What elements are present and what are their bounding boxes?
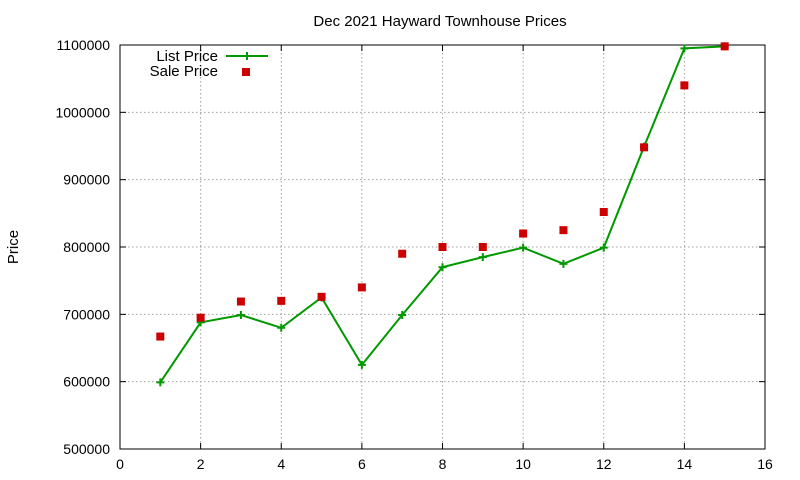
list-price-point <box>438 263 447 272</box>
y-tick-label: 800000 <box>63 239 110 255</box>
sale-price-point <box>277 296 286 305</box>
sale-price-point <box>438 243 447 251</box>
sale-price-point <box>478 243 487 251</box>
list-price-point <box>398 311 407 320</box>
sale-price-point <box>236 297 245 306</box>
sale-price-point <box>519 229 528 238</box>
y-tick-label: 1000000 <box>55 104 110 120</box>
y-tick-label: 700000 <box>63 306 110 322</box>
x-tick-label: 10 <box>515 456 531 472</box>
axis-ticks: 0 2 4 6 8 10 12 14 16 500000 600000 700000 800000 900… <box>55 37 773 472</box>
x-tick-label: 8 <box>439 456 447 472</box>
y-tick-label: 1100000 <box>57 37 111 53</box>
list-price-point <box>559 259 568 268</box>
x-tick-label: 14 <box>677 456 693 472</box>
sale-price-point <box>720 42 729 51</box>
list-price-point <box>277 323 286 332</box>
list-price-point <box>680 44 689 53</box>
x-tick-label: 6 <box>358 456 366 472</box>
sale-price-point <box>680 81 689 90</box>
y-tick-label: 900000 <box>63 172 110 188</box>
legend-sale-price-marker <box>242 68 250 76</box>
list-price-point <box>236 311 245 320</box>
sale-price-point <box>640 143 649 152</box>
series-layer <box>156 42 729 387</box>
y-axis-label: Price <box>5 230 22 264</box>
sale-price-point <box>156 332 165 341</box>
x-tick-label: 2 <box>197 456 205 472</box>
list-price-point <box>357 360 366 369</box>
list-price-point <box>156 378 165 387</box>
sale-price-point <box>599 207 608 216</box>
x-tick-label: 12 <box>596 456 612 472</box>
y-tick-label: 600000 <box>63 374 110 390</box>
legend-list-price-marker <box>243 52 251 60</box>
legend-list-price-label: List Price <box>156 48 218 65</box>
legend-sale-price-label: Sale Price <box>150 63 218 80</box>
sale-price-point <box>196 313 205 322</box>
x-tick-label: 16 <box>757 456 773 472</box>
chart-title: Dec 2021 Hayward Townhouse Prices <box>313 13 566 30</box>
sale-price-point <box>317 292 326 301</box>
x-tick-label: 0 <box>116 456 124 472</box>
sale-price-point <box>559 226 568 235</box>
sale-price-point <box>357 283 366 292</box>
y-tick-label: 500000 <box>63 441 110 457</box>
list-price-point <box>478 253 487 262</box>
list-price-point <box>599 243 608 252</box>
sale-price-point <box>398 249 407 258</box>
x-tick-label: 4 <box>277 456 285 472</box>
list-price-point <box>519 243 528 252</box>
